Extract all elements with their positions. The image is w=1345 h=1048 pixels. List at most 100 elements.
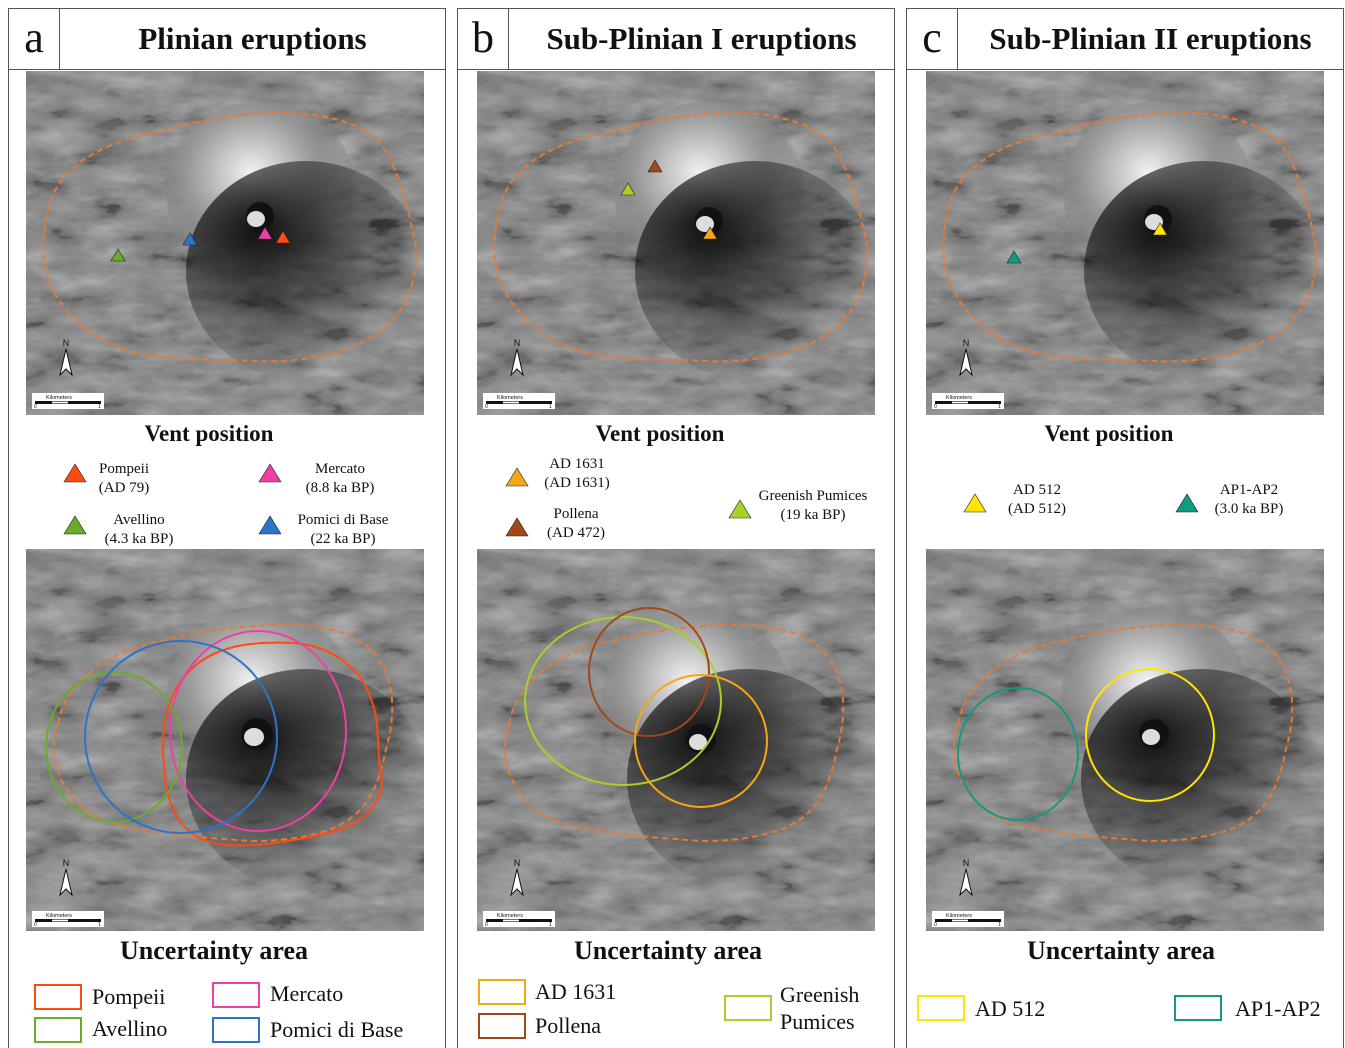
uncertainty-mercato — [169, 630, 347, 832]
svg-text:N: N — [963, 338, 970, 348]
scale-bar: Kilometers 0 1 — [32, 911, 104, 928]
legend-triangle-pompeii — [63, 463, 87, 483]
legend-triangle-avellino — [63, 515, 87, 535]
panel-letter: a — [9, 9, 60, 69]
legend-label-greenish: Greenish Pumices (19 ka BP) — [758, 488, 868, 523]
legend-triangle-mercato — [258, 463, 282, 483]
svg-text:N: N — [514, 338, 521, 348]
svg-text:N: N — [963, 858, 970, 868]
legend-triangle-pollena — [505, 517, 529, 537]
scale-bar: Kilometers 0 1 — [483, 911, 555, 928]
caldera-rim — [952, 623, 1294, 842]
uncertainty-title: Uncertainty area — [574, 936, 762, 965]
vent-marker-pompeii — [275, 230, 291, 244]
legend-box-ad512 — [917, 995, 965, 1021]
svg-text:N: N — [63, 338, 70, 348]
svg-text:0: 0 — [34, 404, 37, 410]
caldera-rim — [942, 111, 1318, 363]
uncertainty-pollena — [588, 607, 710, 737]
vent-marker-ad1631 — [702, 226, 718, 240]
vent-marker-mercato — [257, 226, 273, 240]
caldera-rim — [52, 623, 394, 842]
vent-position-map: N Kilometers 0 1 — [26, 71, 424, 415]
legend-box-avellino — [34, 1017, 82, 1043]
legend-area-ad512: AD 512 — [975, 996, 1046, 1021]
legend-label-ap1ap2: AP1-AP2 (3.0 ka BP) — [1214, 482, 1284, 517]
svg-text:1: 1 — [998, 404, 1001, 410]
legend-box-ad1631 — [478, 979, 526, 1005]
legend-label-ad1631: AD 1631 (AD 1631) — [544, 456, 610, 491]
svg-text:1: 1 — [98, 404, 101, 410]
north-arrow: N — [59, 338, 73, 377]
north-arrow: N — [959, 858, 973, 897]
legend-area-ap1ap2: AP1-AP2 — [1235, 996, 1321, 1021]
panel-title: Plinian eruptions — [138, 21, 367, 56]
legend-triangle-greenish — [728, 499, 752, 519]
svg-text:Kilometers: Kilometers — [497, 395, 523, 401]
north-arrow: N — [510, 858, 524, 897]
north-arrow: N — [510, 338, 524, 377]
svg-text:N: N — [63, 858, 70, 868]
svg-text:Kilometers: Kilometers — [46, 395, 72, 401]
panel-header: b Sub-Plinian I eruptions — [458, 9, 894, 70]
scale-bar: Kilometers 0 1 — [32, 393, 104, 410]
scale-bar: Kilometers 0 1 — [932, 393, 1004, 410]
panel-header: a Plinian eruptions — [9, 9, 445, 70]
legend-area-ad1631: AD 1631 — [535, 979, 617, 1004]
panel-title: Sub-Plinian II eruptions — [989, 21, 1312, 56]
scale-bar: Kilometers 0 1 — [483, 393, 555, 410]
legend-area-pollena: Pollena — [535, 1013, 601, 1038]
svg-text:N: N — [514, 858, 521, 868]
uncertainty-title: Uncertainty area — [120, 936, 308, 965]
legend-box-greenish — [724, 995, 772, 1021]
svg-text:0: 0 — [34, 922, 37, 928]
svg-text:Kilometers: Kilometers — [497, 913, 523, 919]
legend-box-ap1ap2 — [1174, 995, 1222, 1021]
vent-marker-greenish — [620, 182, 636, 196]
vent-marker-ap1ap2 — [1006, 250, 1022, 264]
legend-box-pomici — [212, 1017, 260, 1043]
caldera-rim — [493, 111, 869, 363]
legend-label-pompeii: Pompeii (AD 79) — [98, 461, 150, 496]
north-arrow: N — [959, 338, 973, 377]
panel-title: Sub-Plinian I eruptions — [546, 21, 857, 56]
svg-text:0: 0 — [485, 404, 488, 410]
uncertainty-ad512 — [1085, 668, 1215, 802]
legend-label-pollena: Pollena (AD 472) — [547, 506, 605, 541]
panel-sub-plinian-2: c Sub-Plinian II eruptions N Kilometers … — [906, 8, 1344, 1048]
vent-position-title: Vent position — [1044, 421, 1174, 446]
vent-marker-pollena — [647, 159, 663, 173]
panel-plinian: a Plinian eruptions N Kilometers 0 1 Ven… — [8, 8, 446, 1048]
scale-bar: Kilometers 0 1 — [932, 911, 1004, 928]
uncertainty-pompeii — [162, 641, 383, 847]
vent-marker-pomici — [182, 232, 198, 246]
legend-box-pompeii — [34, 984, 82, 1010]
legend-label-pomici: Pomici di Base (22 ka BP) — [297, 512, 389, 547]
legend-box-pollena — [478, 1013, 526, 1039]
panel-letter: b — [458, 9, 509, 69]
legend-triangle-pomici — [258, 515, 282, 535]
uncertainty-ap1ap2 — [957, 687, 1079, 821]
legend-area-pompeii: Pompeii — [92, 984, 166, 1009]
uncertainty-avellino — [45, 671, 183, 823]
legend-area-greenish: Greenish Pumices — [780, 982, 860, 1034]
uncertainty-ad1631 — [634, 674, 768, 808]
caldera-rim — [503, 623, 845, 842]
svg-text:0: 0 — [485, 922, 488, 928]
uncertainty-pomici — [84, 640, 278, 834]
legend-triangle-ad1631 — [505, 467, 529, 487]
legend-area-mercato: Mercato — [270, 981, 344, 1006]
svg-text:0: 0 — [934, 404, 937, 410]
uncertainty-map: N Kilometers 0 1 — [26, 549, 424, 931]
legend-label-mercato: Mercato (8.8 ka BP) — [305, 461, 375, 496]
panel-sub-plinian-1: b Sub-Plinian I eruptions N Kilometers 0… — [457, 8, 895, 1048]
panel-header: c Sub-Plinian II eruptions — [907, 9, 1343, 70]
vent-position-map: N Kilometers 0 1 — [477, 71, 875, 415]
svg-text:Kilometers: Kilometers — [46, 913, 72, 919]
legend-label-ad512: AD 512 (AD 512) — [1008, 482, 1066, 517]
panel-letter: c — [907, 9, 958, 69]
vent-position-map: N Kilometers 0 1 — [926, 71, 1324, 415]
svg-text:1: 1 — [549, 404, 552, 410]
legend-box-mercato — [212, 982, 260, 1008]
legend-area-avellino: Avellino — [92, 1016, 168, 1041]
